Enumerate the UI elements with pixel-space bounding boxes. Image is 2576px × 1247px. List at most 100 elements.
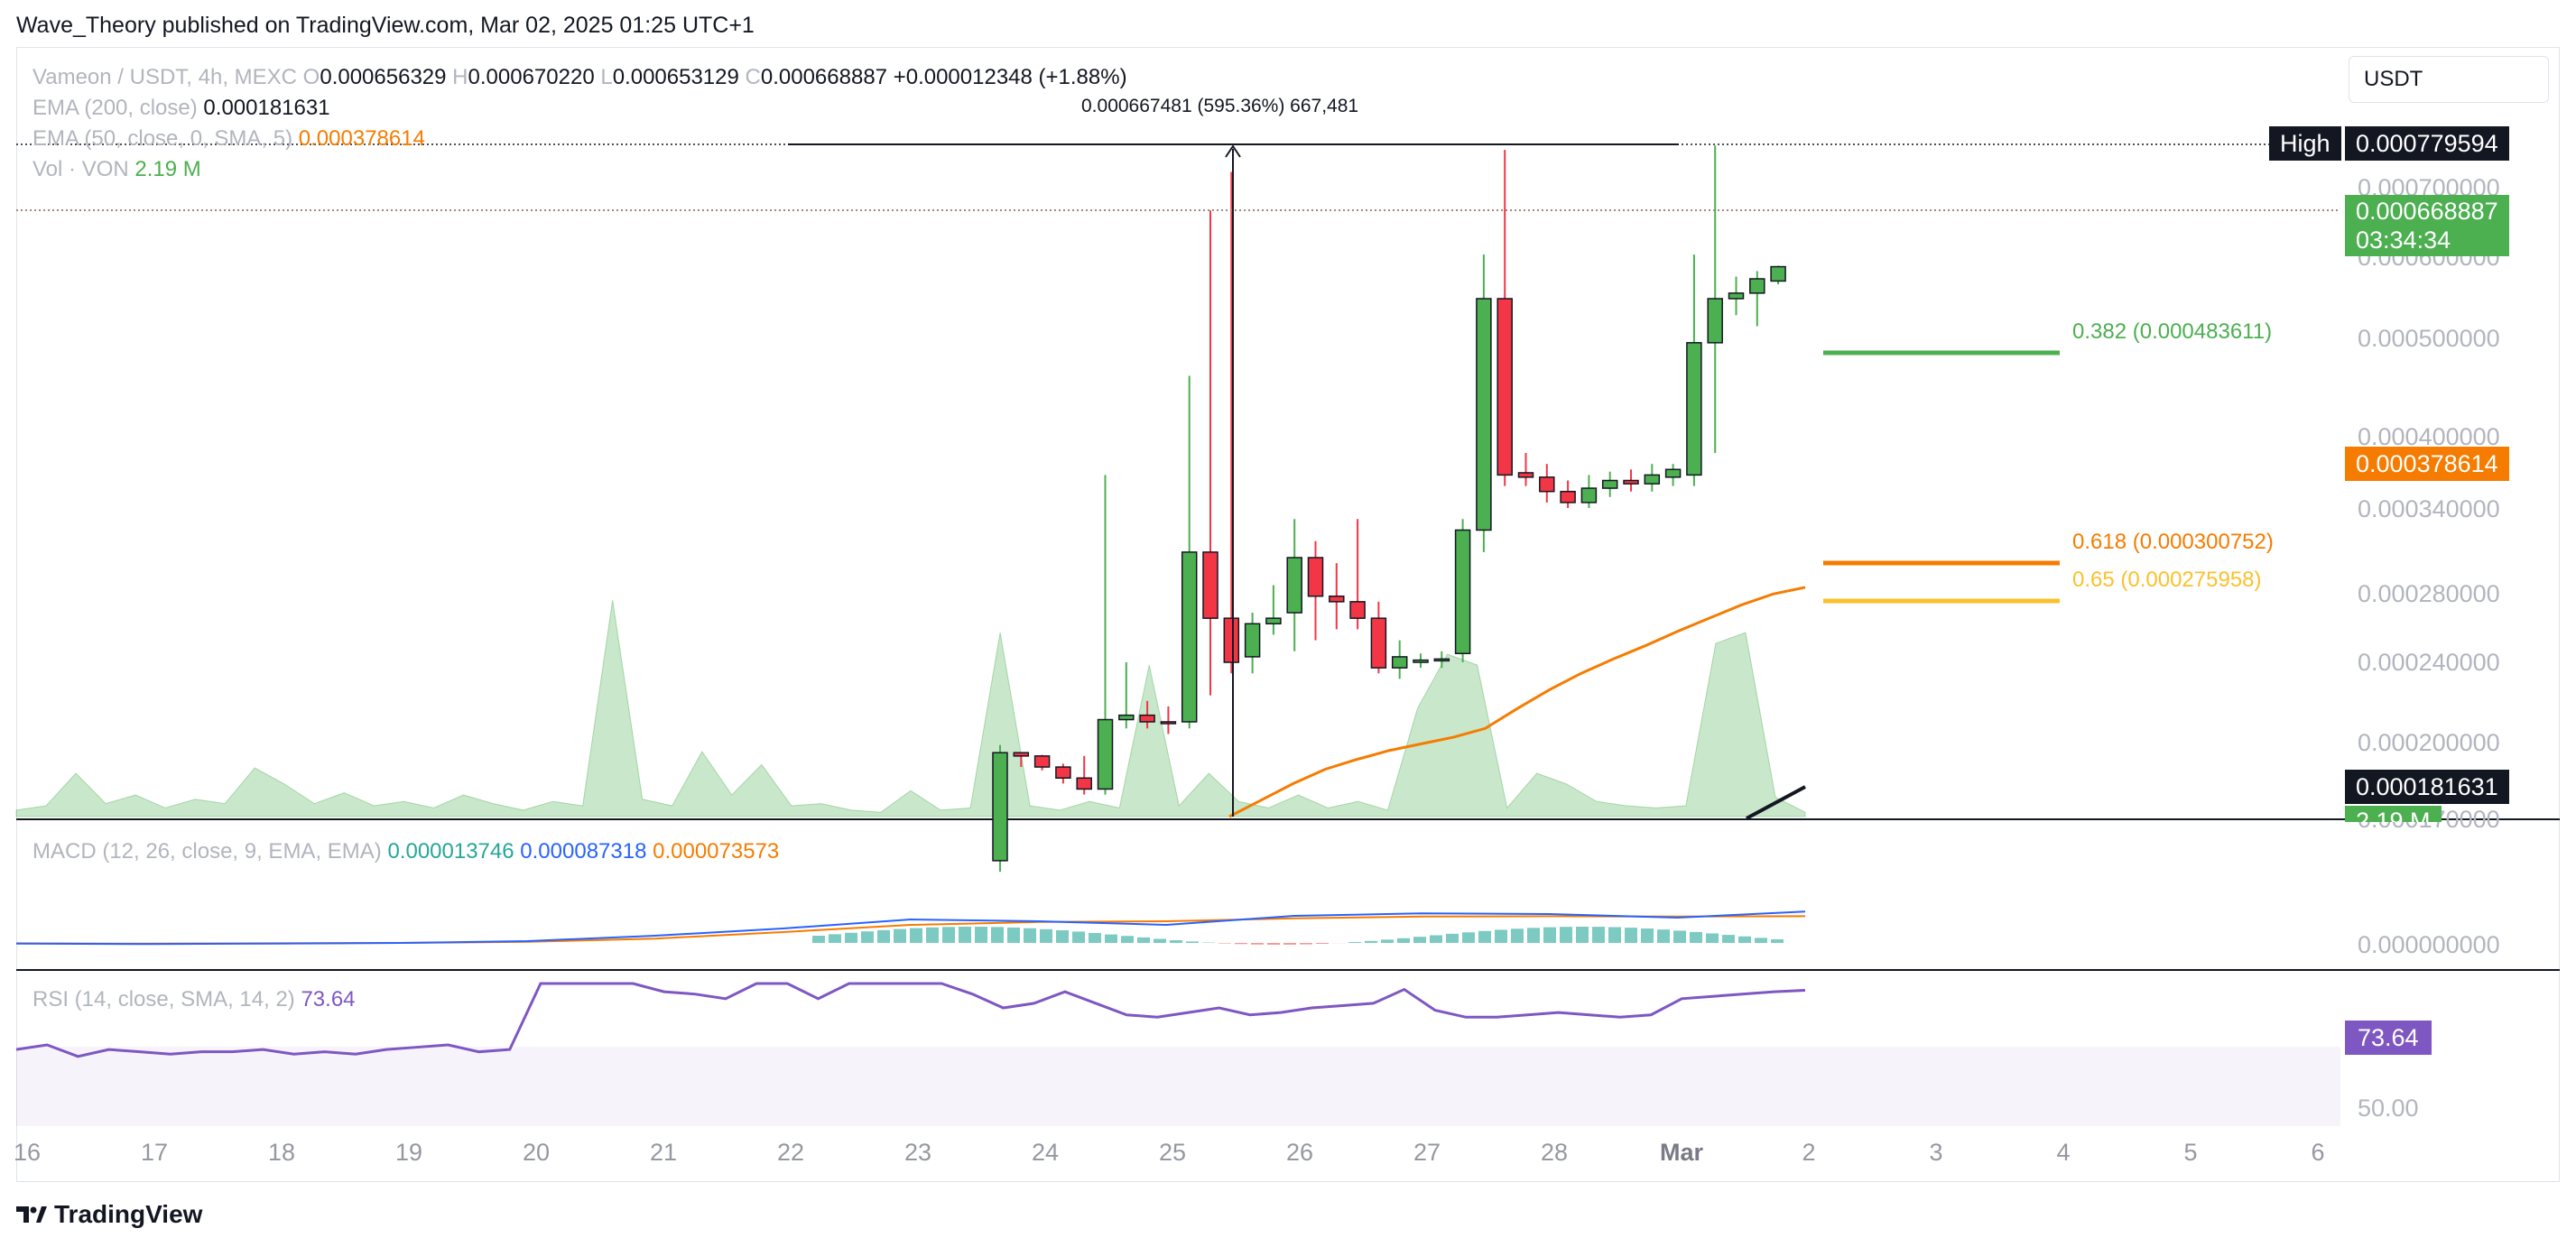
- macd-histogram-bar: [1478, 930, 1491, 943]
- time-axis-label: 3: [1929, 1139, 1943, 1166]
- time-axis-label: Mar: [1659, 1139, 1704, 1166]
- candle-body: [1664, 468, 1682, 478]
- ema200-value: 0.000181631: [203, 96, 330, 120]
- symbol-name[interactable]: Vameon / USDT, 4h, MEXC: [32, 65, 297, 89]
- ema200-label: EMA (200, close): [32, 96, 198, 120]
- time-axis-label: 4: [2056, 1139, 2071, 1166]
- macd-histogram-bar: [845, 932, 857, 943]
- rsi-legend[interactable]: RSI (14, close, SMA, 14, 2) 73.64: [32, 987, 356, 1012]
- macd-histogram-bar: [1722, 935, 1735, 943]
- macd-histogram-bar: [1024, 928, 1036, 943]
- macd-histogram-bar: [1235, 943, 1247, 945]
- macd-histogram-bar: [812, 936, 825, 943]
- ema50-value: 0.000378614: [298, 126, 425, 151]
- macd-line-value: 0.000087318: [520, 839, 647, 864]
- candle-body: [1454, 529, 1471, 654]
- high-tag-value: 0.000779594: [2345, 126, 2509, 161]
- macd-histogram-bar: [1430, 935, 1442, 943]
- candle-body: [1139, 714, 1155, 723]
- current-price-tag: 0.000668887 03:34:34: [2345, 195, 2509, 256]
- macd-histogram-bar: [1625, 928, 1637, 943]
- candle-body: [1244, 623, 1261, 658]
- time-axis-label: 23: [903, 1139, 932, 1166]
- open-label: O: [302, 65, 320, 89]
- time-axis-label: 18: [267, 1139, 296, 1166]
- symbol-legend: Vameon / USDT, 4h, MEXC O0.000656329 H0.…: [32, 65, 1127, 90]
- candle-body: [1560, 490, 1576, 503]
- candle-body: [1476, 298, 1492, 531]
- ema200-legend[interactable]: EMA (200, close) 0.000181631: [32, 96, 330, 121]
- candle-body: [1223, 617, 1240, 663]
- time-axis-label: 19: [394, 1139, 423, 1166]
- measure-arrow-icon: [1225, 144, 1241, 158]
- ema50-label: EMA (50, close, 0, SMA, 5): [32, 126, 293, 151]
- macd-histogram-bar: [975, 927, 987, 943]
- macd-histogram-bar: [1397, 938, 1410, 943]
- fib-382-label: 0.382 (0.000483611): [2072, 319, 2273, 344]
- macd-histogram-bar: [1056, 930, 1069, 943]
- candle-body: [1286, 557, 1302, 614]
- macd-histogram-bar: [1755, 938, 1767, 943]
- macd-histogram-bar: [877, 929, 890, 943]
- candle-body: [1329, 595, 1345, 603]
- candle-body: [1181, 551, 1198, 723]
- volume-legend[interactable]: Vol · VON 2.19 M: [32, 157, 201, 182]
- rsi-band: [16, 1047, 2340, 1126]
- ema200-price-tag: 0.000181631: [2345, 770, 2509, 804]
- macd-label: MACD (12, 26, close, 9, EMA, EMA): [32, 839, 382, 864]
- price-tick: 0.000500000: [2358, 325, 2500, 352]
- macd-histogram-bar: [1657, 929, 1670, 943]
- tradingview-logo-icon: [16, 1206, 47, 1223]
- macd-signal-value: 0.000073573: [653, 839, 780, 864]
- macd-histogram-bar: [991, 927, 1004, 943]
- chart-frame: [16, 47, 2560, 1182]
- macd-histogram-bar: [1413, 937, 1426, 943]
- candle-body: [1349, 601, 1366, 619]
- volume-label: Vol · VON: [32, 157, 129, 181]
- macd-histogram-bar: [1007, 927, 1020, 943]
- macd-histogram-bar: [1462, 932, 1475, 943]
- candle-body: [1601, 479, 1618, 489]
- candle-body: [1307, 557, 1324, 597]
- macd-legend[interactable]: MACD (12, 26, close, 9, EMA, EMA) 0.0000…: [32, 839, 779, 864]
- time-axis-label: 17: [140, 1139, 169, 1166]
- candle-body: [1076, 777, 1092, 790]
- macd-histogram-bar: [1560, 927, 1572, 943]
- macd-histogram-bar: [1137, 937, 1150, 943]
- macd-histogram-bar: [1592, 927, 1605, 943]
- macd-hist-value: 0.000013746: [387, 839, 514, 864]
- macd-histogram-bar: [1690, 931, 1702, 943]
- macd-histogram-bar: [1348, 942, 1361, 943]
- macd-histogram-bar: [1105, 934, 1117, 943]
- price-tick: 0.000280000: [2358, 580, 2500, 607]
- candle-body: [1539, 476, 1555, 493]
- macd-histogram-bar: [1121, 936, 1134, 943]
- candle-body: [1580, 487, 1598, 503]
- currency-selector-button[interactable]: USDT: [2349, 56, 2549, 103]
- ema200-line: [1746, 785, 1806, 820]
- macd-histogram-bar: [942, 927, 955, 943]
- rsi-plot: [15, 982, 1806, 1058]
- tradingview-logo[interactable]: TradingView: [16, 1200, 202, 1229]
- candle-countdown: 03:34:34: [2356, 226, 2451, 254]
- time-axis-label: 2: [1802, 1139, 1816, 1166]
- time-axis-label: 24: [1031, 1139, 1060, 1166]
- macd-histogram-bar: [1072, 931, 1085, 943]
- time-axis-label: 22: [776, 1139, 805, 1166]
- candle-body: [1160, 721, 1177, 725]
- rsi-label: RSI (14, close, SMA, 14, 2): [32, 987, 295, 1011]
- macd-histogram-bar: [1251, 943, 1264, 945]
- macd-histogram-bar: [1381, 939, 1394, 943]
- macd-zero-tick: 0.000000000: [2358, 931, 2500, 958]
- macd-histogram-bar: [1154, 938, 1166, 943]
- ema50-legend[interactable]: EMA (50, close, 0, SMA, 5) 0.000378614: [32, 126, 425, 152]
- macd-histogram-bar: [1543, 927, 1556, 943]
- ema50-price-tag: 0.000378614: [2345, 447, 2509, 481]
- macd-histogram-bar: [1673, 930, 1686, 943]
- candle-body: [1433, 658, 1450, 662]
- low-value: 0.000653129: [612, 65, 739, 89]
- rsi-price-tag: 73.64: [2345, 1021, 2432, 1055]
- macd-histogram-bar: [1446, 933, 1459, 943]
- macd-histogram-bar: [1283, 943, 1296, 945]
